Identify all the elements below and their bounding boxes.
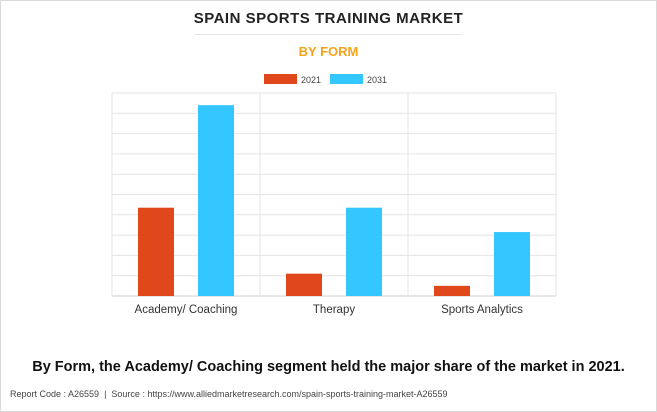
bar-2031-2 xyxy=(346,207,382,296)
title-divider xyxy=(195,34,462,35)
bar-2031-1 xyxy=(198,105,234,297)
bar-2021-3 xyxy=(434,285,470,296)
report-code: Report Code : A26559 xyxy=(10,389,100,399)
legend-label-2021: 2021 xyxy=(301,75,321,85)
legend-label-2031: 2031 xyxy=(367,75,387,85)
chart-subtitle: BY FORM xyxy=(298,44,359,59)
footer: Report Code : A26559 | Source : https://ww… xyxy=(10,389,448,399)
bar-2031-3 xyxy=(494,232,530,296)
bar-2021-2 xyxy=(286,273,322,296)
x-tick-label: Academy/ Coaching xyxy=(135,304,238,316)
x-tick-label: Sports Analytics xyxy=(441,304,523,316)
x-tick-label: Therapy xyxy=(313,304,355,316)
legend-swatch-2031 xyxy=(330,74,363,84)
footer-separator: | xyxy=(104,389,107,399)
chart-caption: By Form, the Academy/ Coaching segment h… xyxy=(32,359,625,375)
bar-2021-1 xyxy=(138,207,174,296)
chart-title: SPAIN SPORTS TRAINING MARKET xyxy=(193,10,464,27)
source-link[interactable]: Source : https://www.alliedmarketresearc… xyxy=(111,389,448,399)
legend-swatch-2021 xyxy=(264,74,297,84)
